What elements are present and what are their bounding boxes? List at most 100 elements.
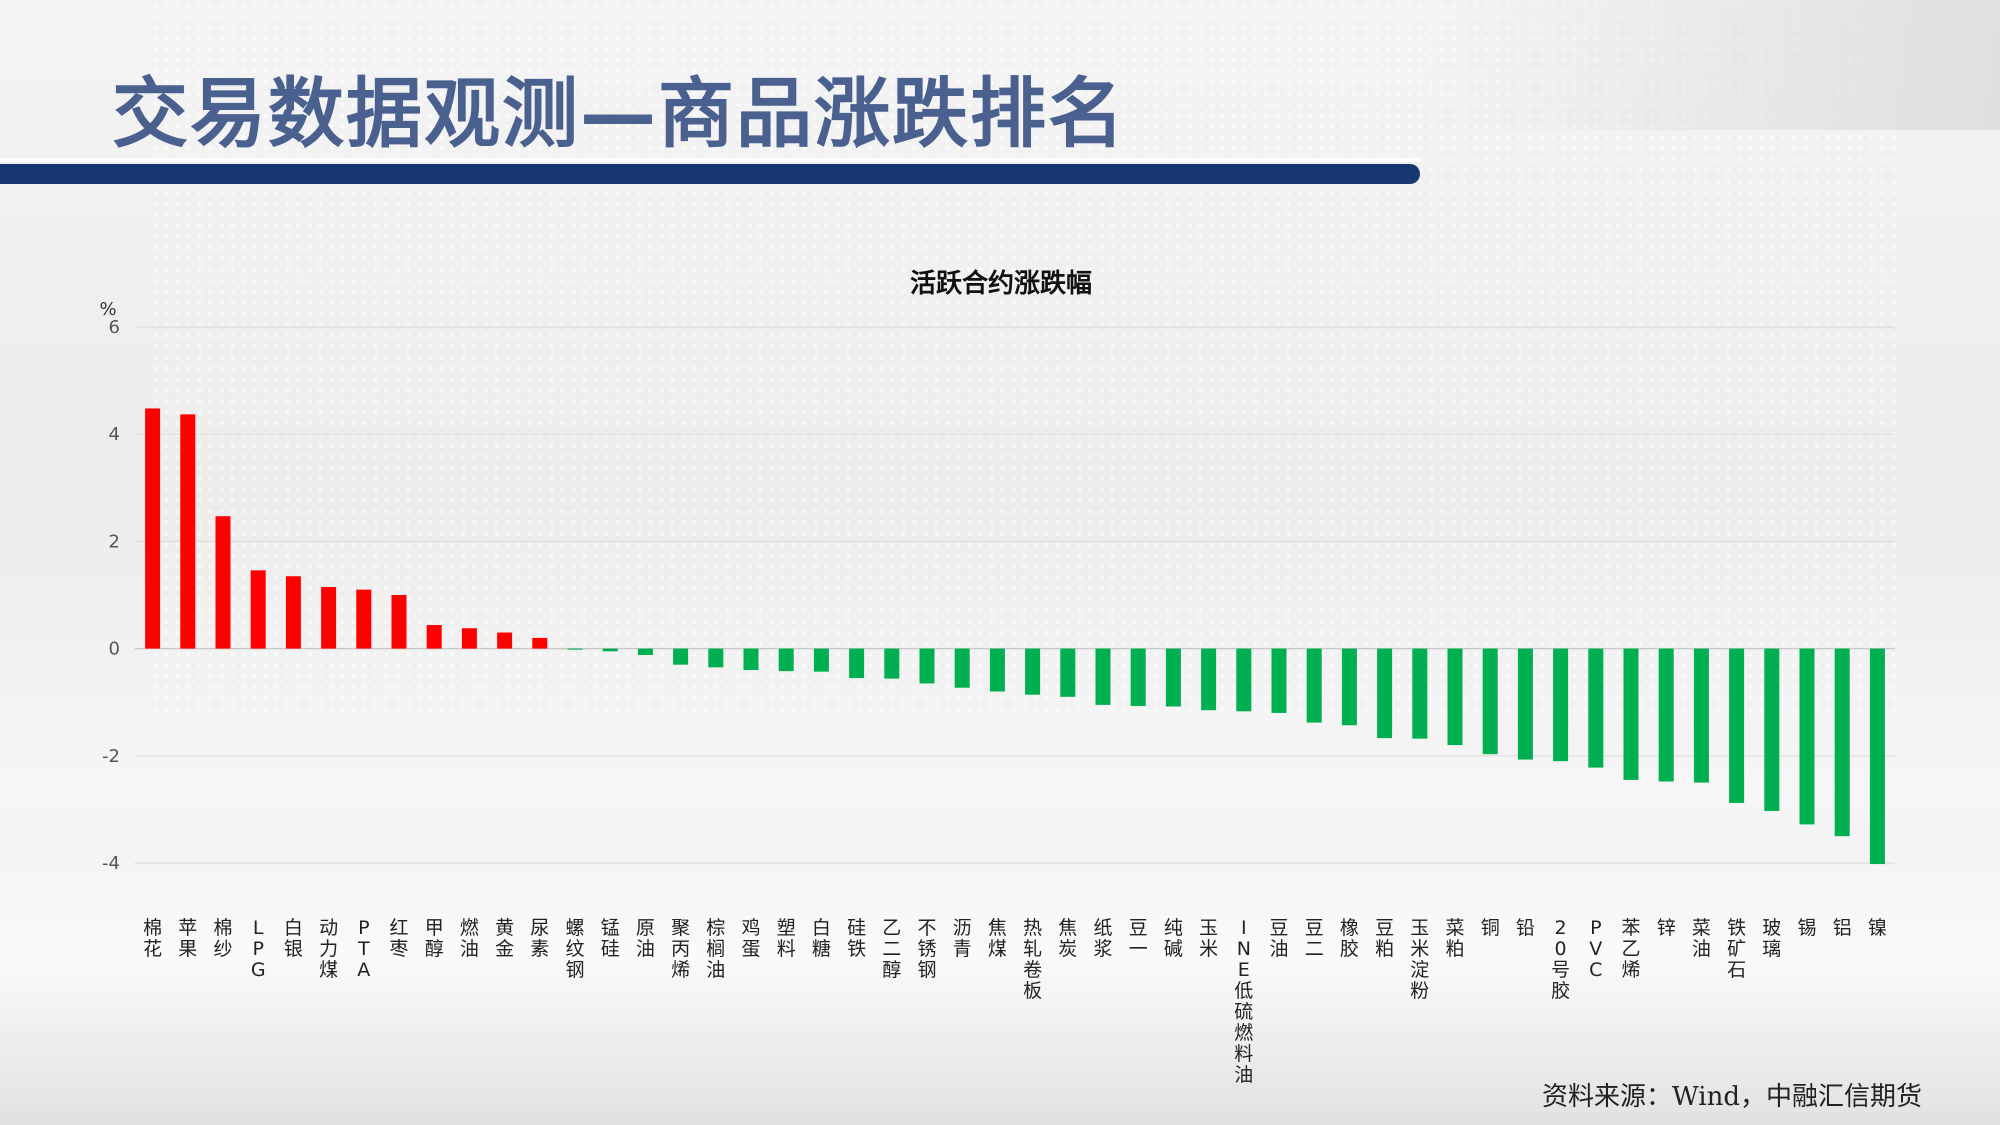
- x-tick-label: 不锈钢: [917, 917, 936, 981]
- x-tick-label: 焦炭: [1058, 917, 1077, 960]
- x-tick-label: 白银: [284, 917, 303, 960]
- bar-28: [1130, 648, 1146, 706]
- source-note: 资料来源：Wind，中融汇信期货: [1542, 1082, 1922, 1112]
- bar-35: [1377, 648, 1393, 739]
- bar-4: [285, 576, 301, 649]
- bar-12: [567, 648, 583, 650]
- x-tick-label: 棕榈油: [706, 917, 725, 981]
- bar-10: [497, 632, 513, 649]
- x-tick-label: 铝: [1833, 917, 1852, 939]
- bar-5: [321, 586, 337, 649]
- bar-40: [1553, 648, 1569, 762]
- bar-24: [989, 648, 1005, 692]
- x-tick-label: 铁矿石: [1727, 917, 1746, 981]
- bar-43: [1658, 648, 1674, 782]
- x-tick-label: 菜油: [1692, 917, 1711, 960]
- bar-11: [532, 637, 548, 649]
- y-tick-label: -2: [102, 746, 120, 767]
- bar-19: [813, 648, 829, 672]
- x-tick-label: 白糖: [812, 917, 831, 960]
- x-tick-label: 鸡蛋: [741, 917, 760, 960]
- x-tick-label: 燃油: [460, 917, 479, 960]
- x-tick-label: 玉米: [1199, 917, 1218, 960]
- x-tick-label: 热轧卷板: [1023, 917, 1042, 1002]
- bar-34: [1341, 648, 1357, 726]
- bar-6: [356, 589, 372, 649]
- bar-8: [426, 625, 442, 649]
- bar-48: [1834, 648, 1850, 837]
- bar-46: [1764, 648, 1780, 812]
- header-light-decoration: [1420, 0, 2000, 130]
- bar-9: [461, 628, 477, 649]
- y-tick-label: 6: [109, 317, 120, 338]
- y-tick-label: 2: [109, 531, 120, 552]
- chart-title: 活跃合约涨跌幅: [910, 268, 1092, 299]
- x-tick-label: I N E 低硫燃料油: [1234, 917, 1253, 1086]
- bar-18: [778, 648, 794, 672]
- bar-0: [145, 408, 161, 649]
- x-tick-label: 2 0 号胶: [1551, 917, 1570, 1002]
- bar-26: [1060, 648, 1076, 697]
- x-tick-label: 尿素: [530, 917, 549, 960]
- x-tick-label: 铅: [1516, 917, 1535, 939]
- x-tick-label: 黄金: [495, 917, 514, 960]
- x-tick-label: 甲醇: [425, 917, 444, 960]
- bar-25: [1025, 648, 1041, 695]
- bar-7: [391, 595, 407, 649]
- bar-27: [1095, 648, 1111, 705]
- bar-16: [708, 648, 724, 668]
- x-tick-label: 沥青: [953, 917, 972, 960]
- bar-38: [1482, 648, 1498, 755]
- y-tick-label: 4: [109, 424, 120, 445]
- x-tick-label: 锰硅: [601, 917, 620, 960]
- bar-47: [1799, 648, 1815, 825]
- x-tick-label: 豆一: [1129, 917, 1148, 960]
- bar-2: [215, 516, 231, 649]
- bar-49: [1869, 648, 1885, 865]
- bar-45: [1729, 648, 1745, 803]
- bar-1: [180, 414, 196, 649]
- bar-15: [673, 648, 689, 665]
- x-tick-label: 纯碱: [1164, 917, 1183, 960]
- x-tick-label: 玻璃: [1762, 917, 1781, 960]
- bar-42: [1623, 648, 1639, 780]
- bar-22: [919, 648, 935, 684]
- x-tick-label: 乙二醇: [882, 917, 901, 981]
- x-tick-label: 豆粕: [1375, 917, 1394, 960]
- bar-3: [250, 570, 266, 649]
- bar-39: [1517, 648, 1533, 760]
- y-tick-label: 0: [109, 639, 120, 660]
- bar-30: [1201, 648, 1217, 711]
- x-tick-label: 塑料: [777, 917, 796, 960]
- x-tick-label: 镍: [1868, 917, 1887, 939]
- x-tick-label: 豆油: [1269, 917, 1288, 960]
- bar-41: [1588, 648, 1604, 768]
- x-tick-label: 动力煤: [319, 917, 338, 981]
- x-tick-label: 棉纱: [213, 917, 232, 960]
- x-tick-label: 铜: [1481, 917, 1500, 939]
- x-tick-label: 螺纹钢: [565, 917, 584, 981]
- bar-33: [1306, 648, 1322, 723]
- x-tick-label: 焦煤: [988, 917, 1007, 960]
- x-tick-label: 硅铁: [847, 917, 866, 960]
- header-band: [0, 164, 1420, 184]
- page-title: 交易数据观测—商品涨跌排名: [112, 69, 1126, 158]
- bar-23: [954, 648, 970, 688]
- header-divider-line: [0, 158, 1420, 162]
- bar-37: [1447, 648, 1463, 746]
- x-tick-label: 苯乙烯: [1621, 917, 1640, 981]
- bar-29: [1165, 648, 1181, 707]
- bar-13: [602, 648, 618, 652]
- x-tick-label: 菜粕: [1445, 917, 1464, 960]
- bar-20: [849, 648, 865, 679]
- x-tick-label: 橡胶: [1340, 917, 1359, 960]
- bar-32: [1271, 648, 1287, 713]
- bar-21: [884, 648, 900, 679]
- x-tick-label: 原油: [636, 917, 655, 960]
- x-tick-label: 聚丙烯: [671, 917, 690, 981]
- bar-14: [637, 648, 653, 656]
